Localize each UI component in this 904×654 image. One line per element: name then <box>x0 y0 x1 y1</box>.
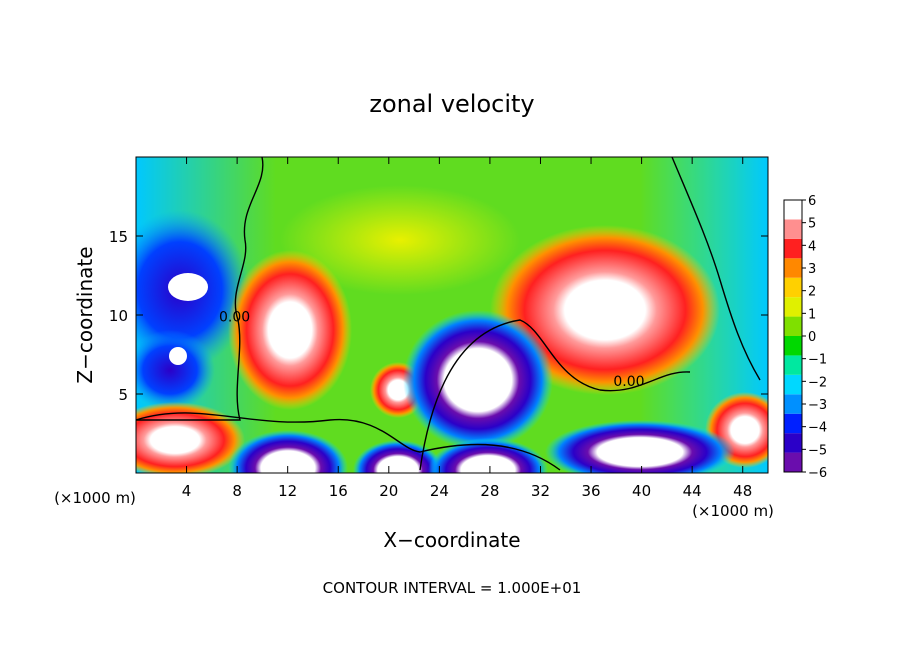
contour-interval-note: CONTOUR INTERVAL = 1.000E+01 <box>323 579 582 597</box>
y-axis-label: Z−coordinate <box>73 246 97 383</box>
x-tick-label: 20 <box>379 482 398 500</box>
x-unit-left: (×1000 m) <box>54 489 136 507</box>
negative-bottom-12 <box>228 430 348 473</box>
white-blob-left <box>168 273 208 301</box>
y-tick-label: 5 <box>118 386 128 404</box>
contour-label: 0.00 <box>219 309 250 325</box>
x-tick-label: 12 <box>278 482 297 500</box>
colorbar-swatch <box>784 355 802 375</box>
yellow-region <box>280 185 520 295</box>
colorbar: 6 5 4 3 2 1 0 −1 −2 −3 −4 −5 −6 <box>783 194 827 481</box>
colorbar-swatch <box>784 297 802 317</box>
x-tick-label: 32 <box>531 482 550 500</box>
colorbar-tick-label: 4 <box>808 239 816 254</box>
colorbar-swatch <box>784 394 802 414</box>
x-tick-label: 40 <box>632 482 651 500</box>
colorbar-swatch <box>784 374 802 395</box>
colorbar-swatch <box>784 316 802 336</box>
contour-labels: 0.00 0.00 <box>219 309 645 390</box>
x-tick-label: 24 <box>430 482 449 500</box>
colorbar-tick-label: −2 <box>808 375 827 390</box>
x-tick-label: 36 <box>581 482 600 500</box>
x-tick-marks: 4 8 12 16 20 24 28 32 36 40 44 48 <box>182 157 752 500</box>
x-tick-label: 8 <box>232 482 242 500</box>
zero-contour-bottom <box>136 412 561 471</box>
colorbar-tick-label: −5 <box>808 443 827 458</box>
negative-bottom-28 <box>428 438 548 473</box>
negative-bottom-right <box>545 420 735 473</box>
contour-label: 0.00 <box>613 374 644 390</box>
colorbar-tick-label: −4 <box>808 421 827 436</box>
x-tick-label: 48 <box>733 482 752 500</box>
colorbar-tick-label: 5 <box>808 217 816 232</box>
y-tick-label: 10 <box>109 307 128 325</box>
colorbar-swatch <box>784 258 802 278</box>
heatmap-field <box>136 157 768 473</box>
colorbar-swatch <box>784 433 802 453</box>
chart-title: zonal velocity <box>369 90 534 118</box>
colorbar-swatch <box>784 277 802 298</box>
colorbar-swatch <box>784 452 802 472</box>
zero-contour-dome <box>419 319 691 471</box>
blue-region-left-low <box>136 330 215 410</box>
x-tick-label: 44 <box>683 482 702 500</box>
colorbar-tick-label: 1 <box>808 307 816 322</box>
x-axis-label: X−coordinate <box>383 528 520 552</box>
colorbar-swatch <box>784 413 802 434</box>
colorbar-tick-label: −6 <box>808 466 827 481</box>
x-unit-right: (×1000 m) <box>692 502 774 520</box>
y-tick-marks: 5 10 15 <box>109 228 768 404</box>
negative-dome-28 <box>403 310 553 450</box>
colorbar-swatch <box>784 238 802 259</box>
colorbar-tick-label: −1 <box>808 353 827 368</box>
x-tick-label: 28 <box>480 482 499 500</box>
colorbar-tick-label: −3 <box>808 398 827 413</box>
colorbar-swatch <box>784 336 802 356</box>
zero-contour-left <box>136 157 264 421</box>
colorbar-tick-label: 3 <box>808 262 816 277</box>
zero-contour-right <box>671 157 761 381</box>
colorbar-tick-label: 2 <box>808 285 816 300</box>
x-tick-label: 4 <box>182 482 192 500</box>
colorbar-swatch <box>784 219 802 239</box>
red-column-12 <box>228 250 352 410</box>
red-region-right <box>490 225 720 395</box>
x-tick-label: 16 <box>329 482 348 500</box>
white-blob-left-small <box>169 347 187 365</box>
colorbar-swatch <box>784 200 802 220</box>
colorbar-tick-label: 0 <box>808 330 816 345</box>
colorbar-tick-label: 6 <box>808 194 816 209</box>
y-tick-label: 15 <box>109 228 128 246</box>
